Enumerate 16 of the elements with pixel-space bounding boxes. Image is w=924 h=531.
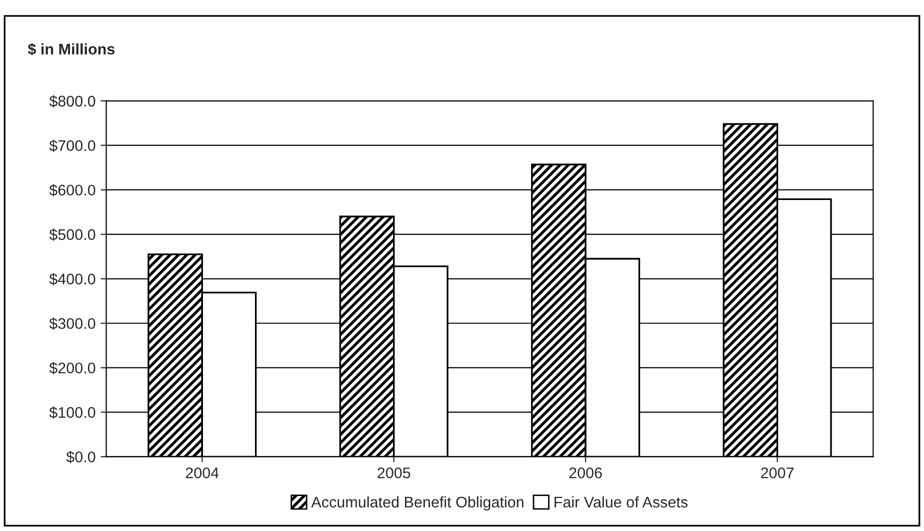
y-tick-label: $500.0 <box>49 228 96 241</box>
y-tick-label: $800.0 <box>49 95 96 108</box>
x-tick-label: 2006 <box>569 467 602 478</box>
y-tick-label: $300.0 <box>49 317 96 330</box>
y-tick-label: $200.0 <box>49 362 96 374</box>
legend-label: Fair Value of Assets <box>554 496 688 508</box>
x-tick-label: 2004 <box>186 467 219 478</box>
y-tick-label: $0.0 <box>66 450 96 464</box>
y-tick-label: $100.0 <box>49 406 96 419</box>
y-tick-label: $600.0 <box>49 184 96 196</box>
y-tick-label: $400.0 <box>49 273 96 286</box>
y-tick-label: $700.0 <box>49 140 96 152</box>
x-tick-label: 2005 <box>378 467 410 478</box>
chart-title: $ in Millions <box>28 43 115 56</box>
legend-label: Accumulated Benefit Obligation <box>311 496 524 511</box>
x-tick-label: 2007 <box>761 467 794 478</box>
